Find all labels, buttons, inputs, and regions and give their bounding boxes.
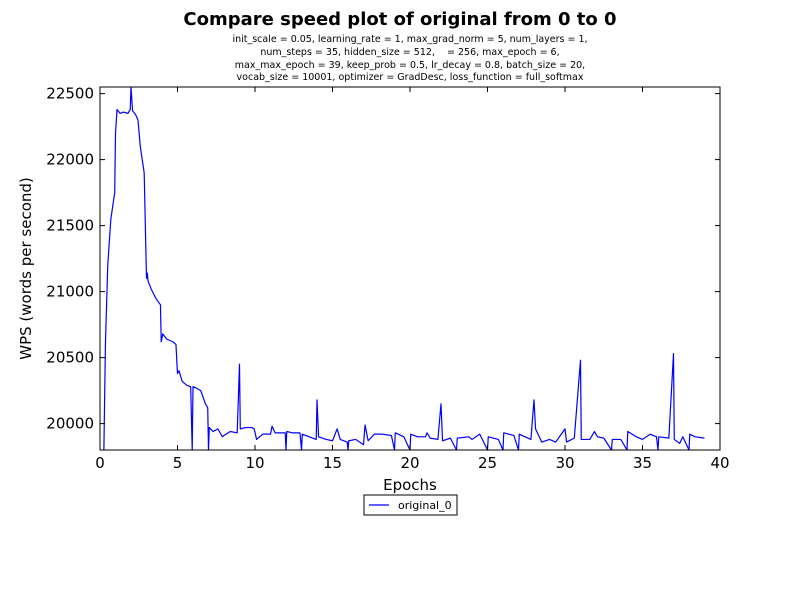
legend-label: original_0 xyxy=(398,499,452,512)
x-tick-label: 20 xyxy=(400,454,419,472)
chart-subtitle-line-4: vocab_size = 10001, optimizer = GradDesc… xyxy=(236,72,584,83)
y-tick-label: 20500 xyxy=(46,349,94,367)
x-tick-label: 10 xyxy=(245,454,264,472)
y-tick-label: 20000 xyxy=(46,415,94,433)
x-tick-label: 30 xyxy=(555,454,574,472)
x-tick-label: 15 xyxy=(323,454,342,472)
ticks-layer: 0 5 10 15 20 25 30 35 40 20000 20500 21000 21500 2200… xyxy=(46,85,729,472)
x-tick-label: 5 xyxy=(173,454,183,472)
x-tick-label: 0 xyxy=(95,454,105,472)
series-line-original_0 xyxy=(103,86,705,451)
x-tick-label: 40 xyxy=(710,454,729,472)
x-tick-label: 25 xyxy=(478,454,497,472)
chart-subtitle-line-3: max_max_epoch = 39, keep_prob = 0.5, lr_… xyxy=(234,60,586,71)
series-layer xyxy=(103,86,705,451)
y-tick-label: 21000 xyxy=(46,283,94,301)
x-tick-label: 35 xyxy=(633,454,652,472)
x-axis-label: Epochs xyxy=(383,476,437,494)
y-tick-label: 21500 xyxy=(46,217,94,235)
chart-subtitle-line-2: num_steps = 35, hidden_size = 512, = 256… xyxy=(260,47,560,58)
y-tick-label: 22000 xyxy=(46,151,94,169)
legend-box xyxy=(363,494,458,516)
y-axis-label: WPS (words per second) xyxy=(17,177,35,360)
chart-title: Compare speed plot of original from 0 to… xyxy=(183,9,617,30)
y-tick-label: 22500 xyxy=(46,85,94,103)
legend: original_0 xyxy=(363,494,458,516)
chart-subtitle-line-1: init_scale = 0.05, learning_rate = 1, ma… xyxy=(232,34,588,45)
